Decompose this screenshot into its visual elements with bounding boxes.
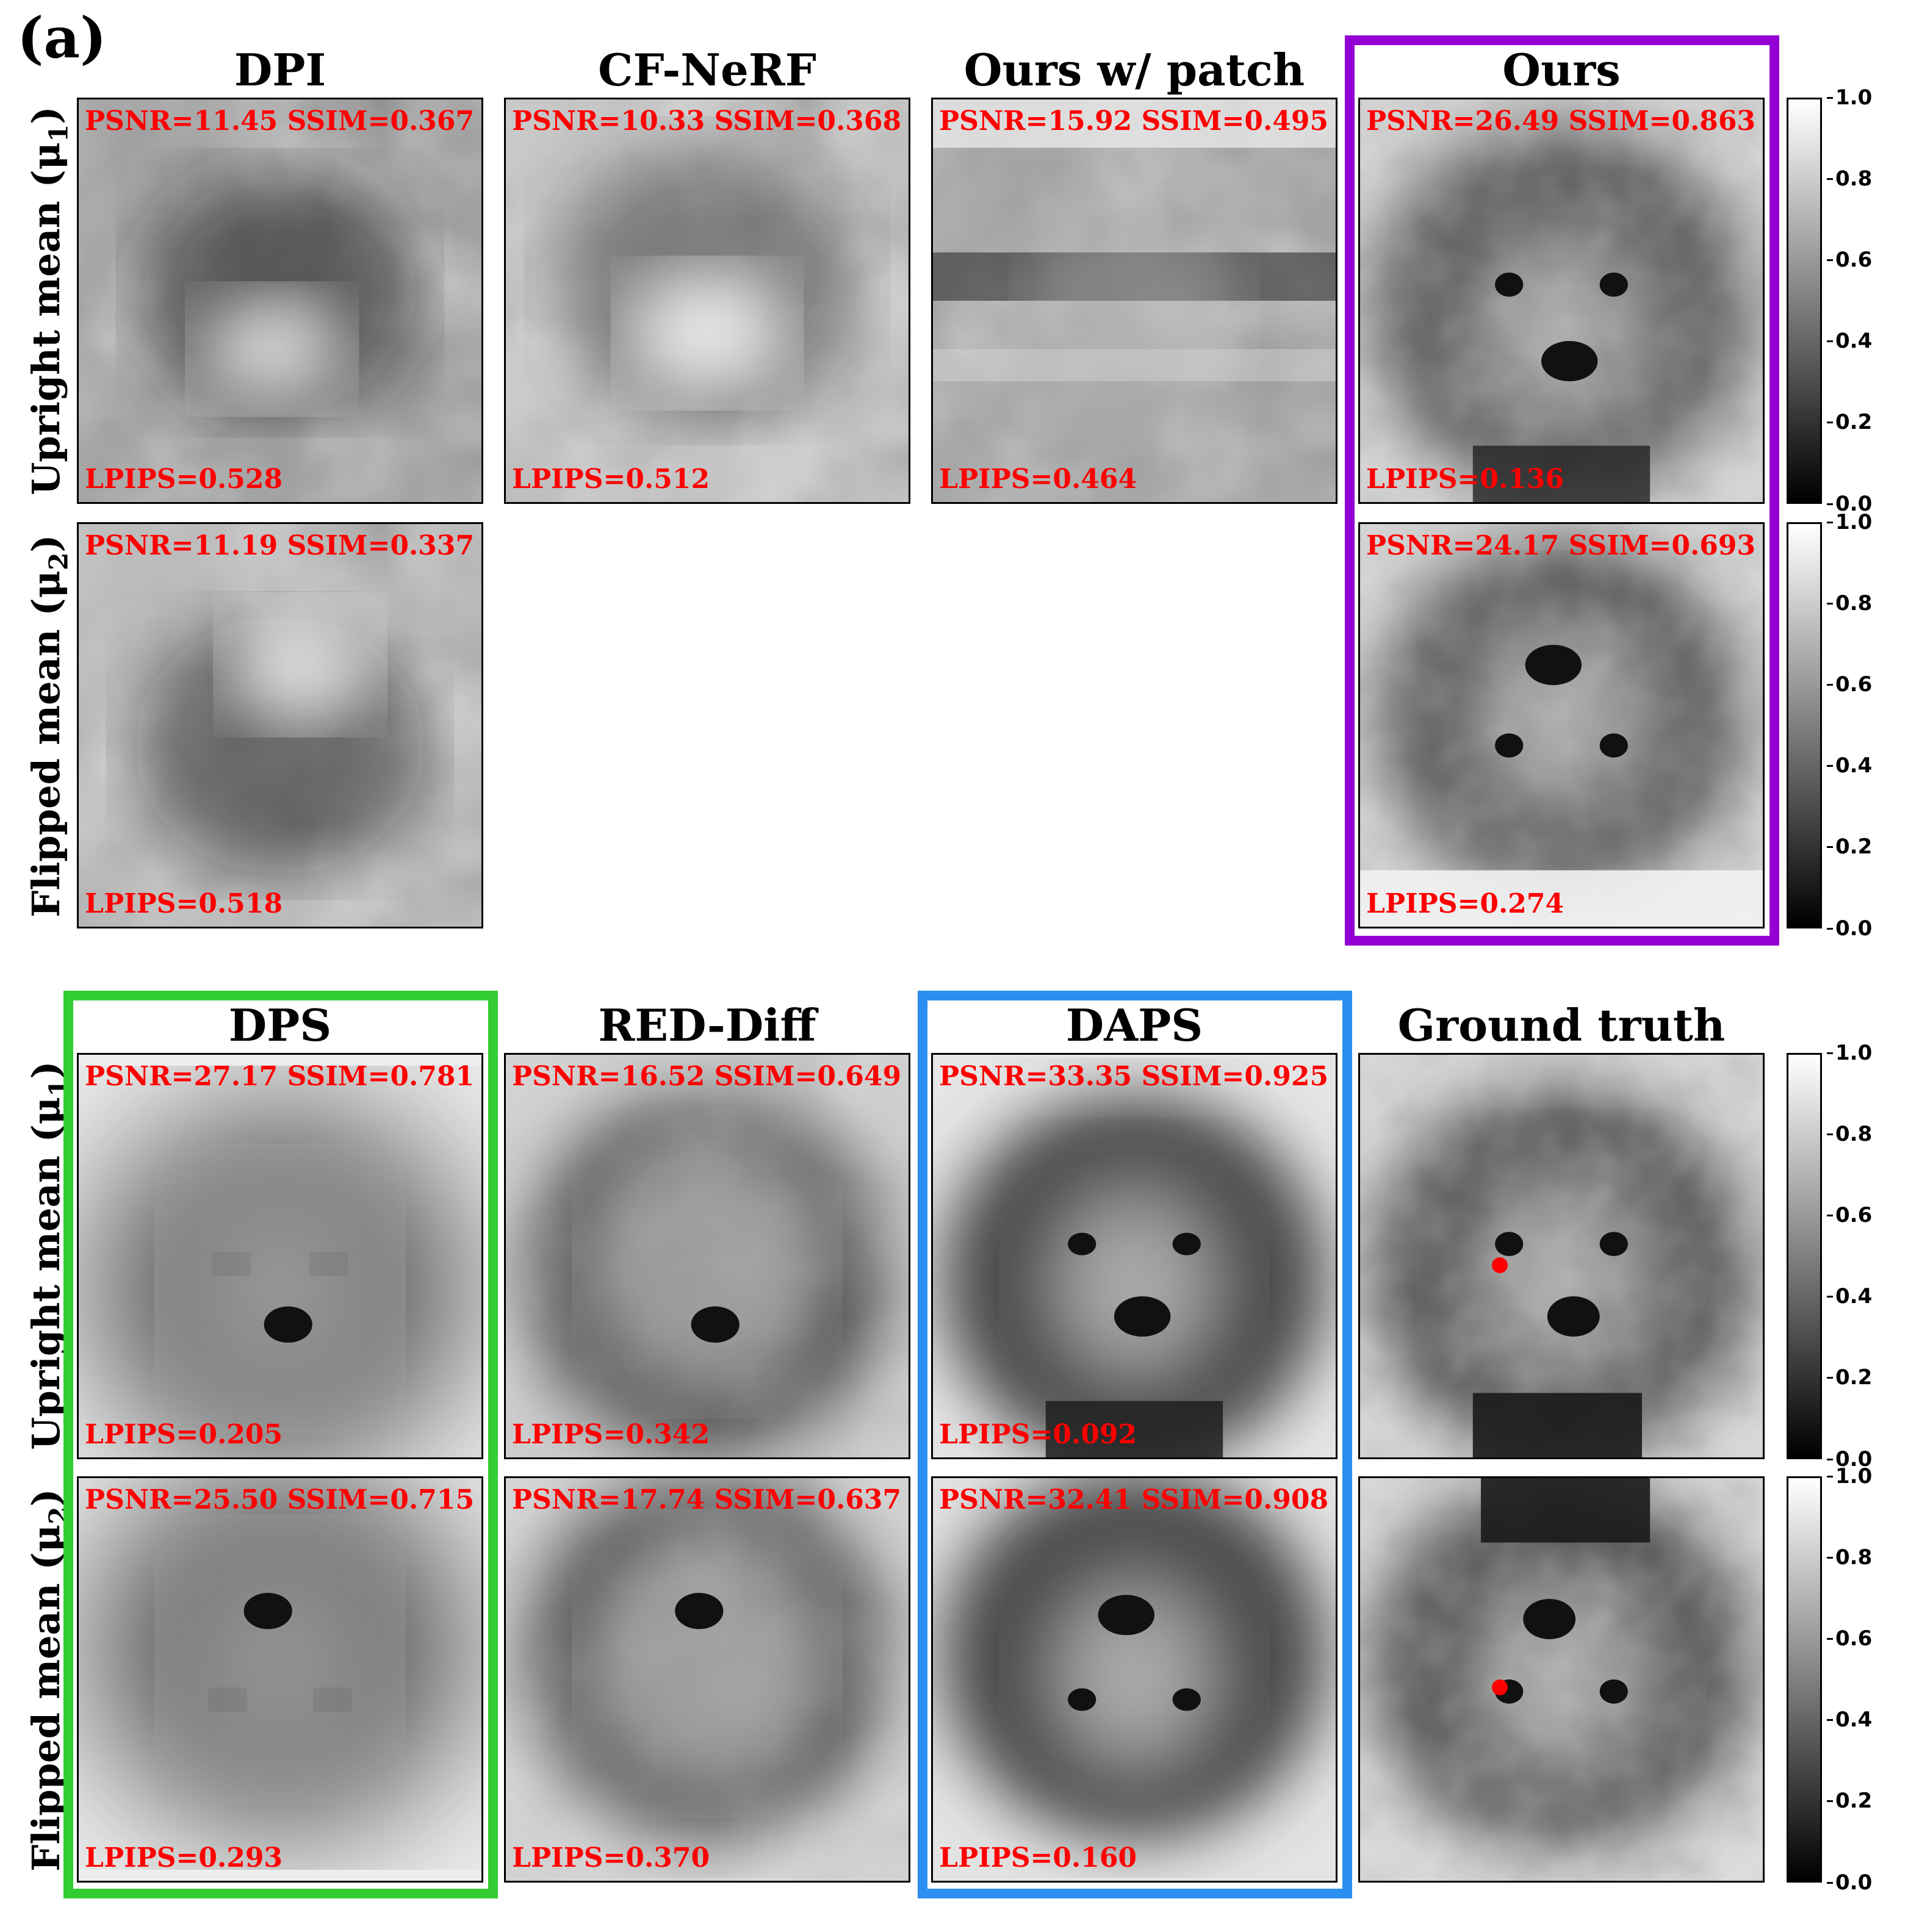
- highlight-frame-dps: [63, 991, 498, 1898]
- column-title-daps: DAPS: [1065, 999, 1203, 1051]
- colorbar-tick: 1.0: [1826, 510, 1873, 534]
- colorbar-tick: 0.2: [1826, 410, 1873, 434]
- colorbar-tick: 0.6: [1826, 1203, 1873, 1227]
- column-title-cf-nerf: CF-NeRF: [598, 44, 816, 96]
- column-title-ours: Ours: [1502, 44, 1621, 96]
- metric-psnr-ssim: PSNR=11.45 SSIM=0.367: [85, 106, 475, 137]
- colorbar-tick: 0.6: [1826, 248, 1873, 272]
- metric-lpips: LPIPS=0.518: [85, 888, 283, 919]
- image-dps-upright: PSNR=27.17 SSIM=0.781 LPIPS=0.205: [77, 1053, 483, 1459]
- colorbar-tick: 0.6: [1826, 1626, 1873, 1651]
- colorbar-tick: 0.2: [1826, 1789, 1873, 1813]
- colorbar: [1787, 522, 1822, 928]
- metric-psnr-ssim: PSNR=15.92 SSIM=0.495: [939, 106, 1329, 137]
- metric-psnr-ssim: PSNR=26.49 SSIM=0.863: [1366, 106, 1756, 137]
- image-ours-upright: PSNR=26.49 SSIM=0.863 LPIPS=0.136: [1358, 98, 1765, 504]
- colorbar-tick: 0.4: [1826, 329, 1873, 353]
- metric-lpips: LPIPS=0.274: [1366, 888, 1564, 919]
- colorbar-tick: 0.0: [1826, 916, 1873, 941]
- panel-label: (a): [17, 5, 107, 71]
- metric-lpips: LPIPS=0.512: [512, 464, 710, 495]
- column-title-ours-patch: Ours w/ patch: [963, 44, 1305, 96]
- colorbar-tick: 0.8: [1826, 591, 1873, 616]
- colorbar-ticks: 1.0 0.8 0.6 0.4 0.2 0.0: [1826, 1466, 1890, 1893]
- metric-lpips: LPIPS=0.136: [1366, 464, 1564, 495]
- marker-dot: [1492, 1679, 1508, 1695]
- highlight-frame-daps: [918, 991, 1352, 1898]
- metric-lpips: LPIPS=0.370: [512, 1842, 710, 1873]
- colorbar: [1787, 1053, 1822, 1459]
- colorbar-tick: 0.6: [1826, 672, 1873, 697]
- image-daps-flipped: PSNR=32.41 SSIM=0.908 LPIPS=0.160: [931, 1476, 1337, 1883]
- colorbar-tick: 1.0: [1826, 85, 1873, 110]
- metric-lpips: LPIPS=0.528: [85, 464, 283, 495]
- colorbar-tick: 1.0: [1826, 1464, 1873, 1489]
- metric-psnr-ssim: PSNR=10.33 SSIM=0.368: [512, 106, 902, 137]
- row-label-flipped: Flipped mean (μ2): [24, 534, 74, 918]
- colorbar-tick: 0.4: [1826, 1284, 1873, 1309]
- metric-lpips: LPIPS=0.293: [85, 1842, 283, 1873]
- colorbar-tick: 1.0: [1826, 1041, 1873, 1065]
- metric-lpips: LPIPS=0.342: [512, 1419, 710, 1450]
- column-title-red-diff: RED-Diff: [598, 999, 816, 1051]
- image-ground-truth-flipped: [1358, 1476, 1765, 1883]
- column-title-dpi: DPI: [234, 44, 326, 96]
- metric-psnr-ssim: PSNR=24.17 SSIM=0.693: [1366, 530, 1756, 561]
- metric-psnr-ssim: PSNR=17.74 SSIM=0.637: [512, 1484, 902, 1515]
- image-dpi-upright: PSNR=11.45 SSIM=0.367 LPIPS=0.528: [77, 98, 483, 504]
- colorbar-tick: 0.2: [1826, 1365, 1873, 1390]
- colorbar-ticks: 1.0 0.8 0.6 0.4 0.2 0.0: [1826, 1043, 1890, 1470]
- metric-lpips: LPIPS=0.092: [939, 1419, 1137, 1450]
- colorbar-tick: 0.8: [1826, 1122, 1873, 1146]
- colorbar-ticks: 1.0 0.8 0.6 0.4 0.2 0.0: [1826, 512, 1890, 939]
- metric-psnr-ssim: PSNR=11.19 SSIM=0.337: [85, 530, 475, 561]
- metric-psnr-ssim: PSNR=33.35 SSIM=0.925: [939, 1061, 1329, 1092]
- image-dpi-flipped: PSNR=11.19 SSIM=0.337 LPIPS=0.518: [77, 522, 483, 928]
- colorbar: [1787, 98, 1822, 504]
- colorbar: [1787, 1476, 1822, 1883]
- metric-psnr-ssim: PSNR=16.52 SSIM=0.649: [512, 1061, 902, 1092]
- image-red-diff-upright: PSNR=16.52 SSIM=0.649 LPIPS=0.342: [504, 1053, 910, 1459]
- column-title-dps: DPS: [228, 999, 332, 1051]
- image-dps-flipped: PSNR=25.50 SSIM=0.715 LPIPS=0.293: [77, 1476, 483, 1883]
- image-ours-flipped: PSNR=24.17 SSIM=0.693 LPIPS=0.274: [1358, 522, 1765, 928]
- colorbar-tick: 0.8: [1826, 1545, 1873, 1570]
- metric-psnr-ssim: PSNR=27.17 SSIM=0.781: [85, 1061, 475, 1092]
- metric-lpips: LPIPS=0.464: [939, 464, 1137, 495]
- colorbar-tick: 0.0: [1826, 1870, 1873, 1895]
- metric-lpips: LPIPS=0.205: [85, 1419, 283, 1450]
- colorbar-ticks: 1.0 0.8 0.6 0.4 0.2 0.0: [1826, 87, 1890, 514]
- highlight-frame-ours: [1345, 35, 1779, 946]
- colorbar-tick: 0.2: [1826, 835, 1873, 859]
- column-title-ground-truth: Ground truth: [1397, 999, 1726, 1051]
- image-daps-upright: PSNR=33.35 SSIM=0.925 LPIPS=0.092: [931, 1053, 1337, 1459]
- colorbar-tick: 0.0: [1826, 1447, 1873, 1471]
- row-label-upright: Upright mean (μ1): [24, 106, 74, 495]
- image-ours-patch-upright: PSNR=15.92 SSIM=0.495 LPIPS=0.464: [931, 98, 1337, 504]
- image-ground-truth-upright: [1358, 1053, 1765, 1459]
- metric-psnr-ssim: PSNR=25.50 SSIM=0.715: [85, 1484, 475, 1515]
- image-red-diff-flipped: PSNR=17.74 SSIM=0.637 LPIPS=0.370: [504, 1476, 910, 1883]
- metric-psnr-ssim: PSNR=32.41 SSIM=0.908: [939, 1484, 1329, 1515]
- colorbar-tick: 0.4: [1826, 753, 1873, 778]
- marker-dot: [1492, 1257, 1508, 1273]
- colorbar-tick: 0.8: [1826, 167, 1873, 191]
- colorbar-tick: 0.0: [1826, 492, 1873, 516]
- metric-lpips: LPIPS=0.160: [939, 1842, 1137, 1873]
- colorbar-tick: 0.4: [1826, 1708, 1873, 1732]
- image-cf-nerf-upright: PSNR=10.33 SSIM=0.368 LPIPS=0.512: [504, 98, 910, 504]
